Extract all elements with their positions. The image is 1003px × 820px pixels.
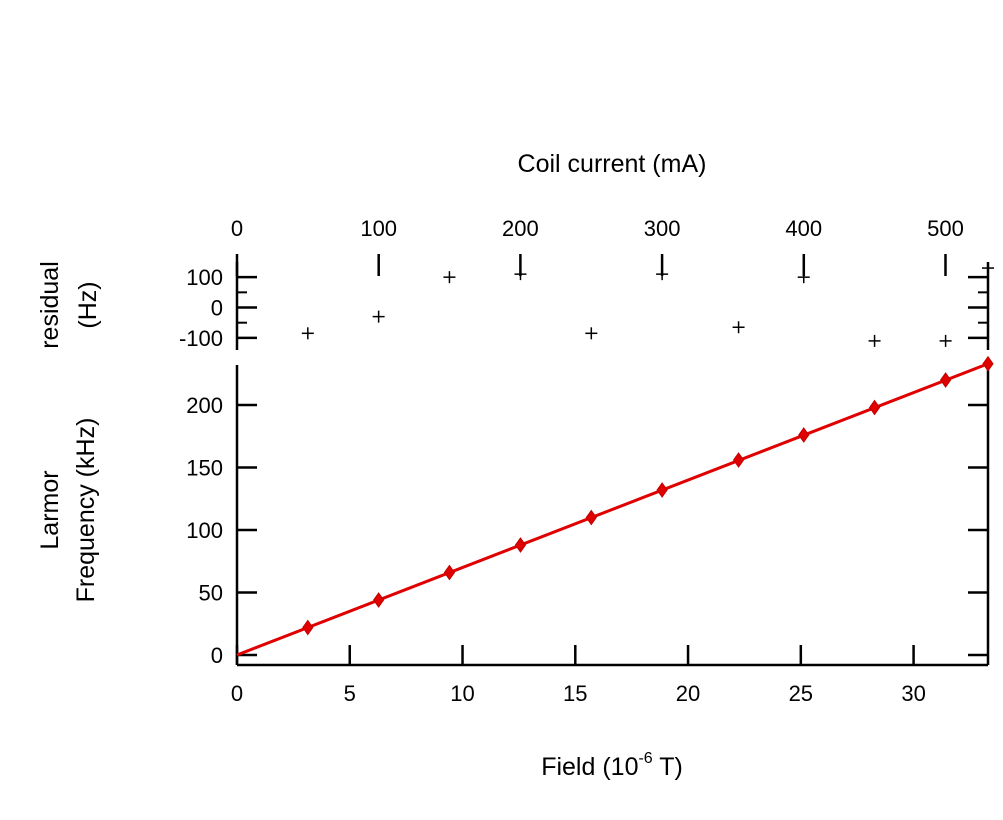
main-y-tick-label: 50 — [199, 581, 223, 606]
data-markers-layer — [302, 355, 994, 636]
top-axis-tick-label: 200 — [502, 216, 539, 241]
main-y-tick-label: 150 — [186, 456, 223, 481]
top-axis-tick-label: 100 — [360, 216, 397, 241]
residual-point — [585, 327, 598, 340]
residual-point — [982, 262, 994, 275]
residual-point — [372, 310, 385, 323]
data-point — [514, 537, 527, 553]
residual-y-tick-label: 100 — [186, 265, 223, 290]
bottom-axis-title-end: T) — [653, 753, 683, 781]
residual-point — [797, 271, 810, 284]
top-axis-tick-label: 500 — [927, 216, 964, 241]
residual-point — [656, 268, 669, 281]
main-y-tick-label: 100 — [186, 518, 223, 543]
residual-ylabel-line2: (Hz) — [74, 281, 102, 328]
residual-point — [514, 268, 527, 281]
bottom-axis-tick-label: 0 — [231, 681, 243, 706]
main-ylabel: Larmor Frequency (kHz) — [36, 418, 100, 603]
fit-line — [236, 362, 989, 657]
residual-markers-layer — [301, 262, 994, 347]
top-axis-tick-label: 0 — [231, 216, 243, 241]
data-point — [443, 564, 456, 581]
residual-ylabel: residual (Hz) — [36, 261, 102, 349]
bottom-axis-tick-label: 20 — [676, 681, 700, 706]
bottom-axis-tick-label: 30 — [901, 681, 925, 706]
main-y-tick-label: 0 — [211, 643, 223, 668]
data-point — [585, 509, 597, 526]
main-y-tick-label: 200 — [186, 393, 223, 418]
bottom-axis-title-main: Field (10 — [541, 753, 638, 781]
residual-y-tick-label: 0 — [211, 296, 223, 321]
main-ylabel-line1: Larmor — [36, 470, 64, 549]
residual-ylabel-line1: residual — [36, 261, 64, 349]
bottom-axis-tick-label: 5 — [344, 681, 356, 706]
fit-line-layer — [236, 362, 989, 657]
top-axis-tick-label: 400 — [785, 216, 822, 241]
data-point — [656, 482, 668, 498]
residual-point — [868, 334, 881, 347]
data-point — [798, 427, 810, 443]
residual-point — [939, 334, 952, 347]
data-point — [982, 355, 994, 372]
data-point — [939, 372, 952, 388]
data-point — [732, 452, 745, 468]
data-point — [302, 619, 314, 636]
data-point — [373, 592, 385, 608]
bottom-axis-tick-label: 10 — [450, 681, 474, 706]
bottom-axis-title: Field (10-6 T) — [541, 750, 683, 781]
data-point — [868, 399, 881, 416]
residual-point — [443, 271, 456, 284]
main-ylabel-line2: Frequency (kHz) — [72, 418, 100, 603]
axes-layer: 0 100 200 300 400 500 0 5 10 15 20 25 30 100 0 -100 0 50 1… — [179, 216, 990, 706]
bottom-axis-tick-label: 15 — [563, 681, 587, 706]
top-axis-title: Coil current (mA) — [518, 150, 707, 178]
residual-point — [732, 321, 745, 334]
bottom-axis-tick-label: 25 — [789, 681, 813, 706]
residual-point — [301, 327, 314, 340]
bottom-axis-title-sup: -6 — [638, 750, 652, 767]
residual-y-tick-label: -100 — [179, 326, 223, 351]
top-axis-tick-label: 300 — [644, 216, 681, 241]
